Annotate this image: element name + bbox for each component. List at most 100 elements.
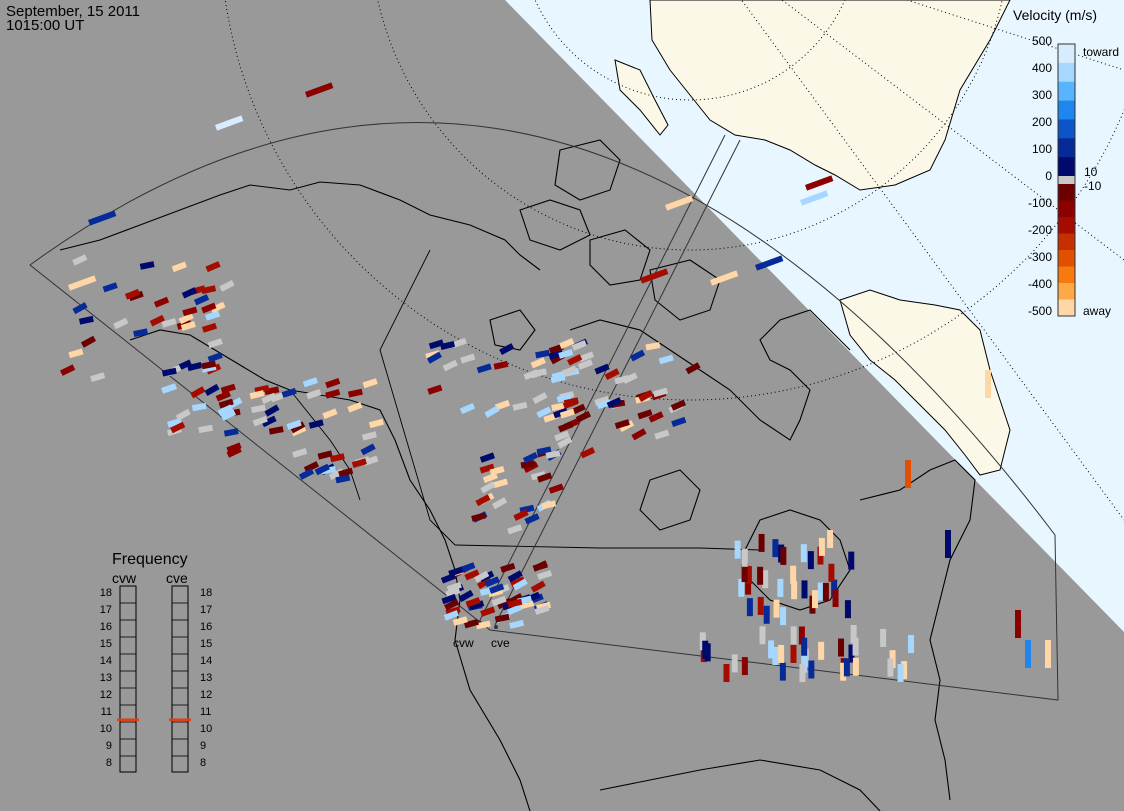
velocity-tick-label: -200 bbox=[1028, 223, 1052, 237]
velocity-cell bbox=[530, 357, 546, 369]
velocity-cell bbox=[757, 566, 764, 585]
velocity-cell bbox=[133, 328, 149, 338]
frequency-tick-left: 11 bbox=[101, 706, 112, 718]
velocity-cell bbox=[193, 294, 210, 306]
velocity-cell bbox=[665, 195, 694, 211]
velocity-cell bbox=[757, 596, 764, 615]
colorbar-toward-segment bbox=[1058, 44, 1075, 64]
velocity-cell bbox=[308, 419, 324, 429]
velocity-cell bbox=[494, 399, 511, 411]
velocity-cell bbox=[551, 402, 567, 411]
frequency-tick-right: 17 bbox=[200, 604, 212, 616]
colorbar-toward-segment bbox=[1058, 119, 1075, 139]
velocity-cell bbox=[537, 472, 553, 483]
colorbar-away-segment bbox=[1058, 233, 1075, 251]
velocity-cell bbox=[286, 419, 302, 430]
velocity-cell bbox=[762, 570, 769, 589]
velocity-cell bbox=[629, 349, 646, 362]
velocity-cell bbox=[731, 654, 738, 673]
time-label: 1015:00 UT bbox=[6, 17, 85, 34]
velocity-cell bbox=[843, 658, 850, 677]
velocity-legend-title: Velocity (m/s) bbox=[1013, 7, 1097, 23]
velocity-cell bbox=[198, 424, 214, 434]
velocity-cell bbox=[645, 342, 661, 351]
velocity-cell bbox=[347, 388, 363, 398]
velocity-cell bbox=[817, 582, 824, 601]
velocity-cell bbox=[281, 387, 297, 398]
velocity-cell bbox=[161, 383, 177, 394]
velocity-tick-label: -300 bbox=[1028, 250, 1052, 264]
velocity-cell bbox=[201, 360, 217, 370]
velocity-cell bbox=[790, 626, 797, 645]
velocity-cell bbox=[204, 383, 220, 397]
velocity-cell bbox=[444, 598, 460, 611]
velocity-colorbar-frame bbox=[1057, 43, 1076, 317]
velocity-cell bbox=[670, 399, 687, 411]
velocity-cell bbox=[905, 460, 911, 488]
velocity-cell bbox=[507, 570, 523, 583]
velocity-cell bbox=[536, 406, 552, 419]
velocity-cell bbox=[606, 397, 622, 409]
velocity-cell bbox=[800, 190, 829, 206]
velocity-cell bbox=[780, 607, 787, 626]
beam-boundary-1 bbox=[479, 134, 726, 621]
velocity-cell bbox=[329, 453, 345, 463]
velocity-cell bbox=[799, 664, 806, 683]
velocity-cell bbox=[252, 415, 268, 427]
frequency-tick-left: 8 bbox=[106, 757, 112, 769]
velocity-cell bbox=[322, 408, 338, 420]
velocity-cell bbox=[1015, 610, 1021, 638]
velocity-cell bbox=[763, 605, 770, 624]
frequency-bars: 18 18 17 17 16 16 15 15 14 14 13 13 12 12 11 11 10 10 9 9 8 8 bbox=[100, 585, 212, 773]
velocity-cell bbox=[458, 589, 474, 603]
velocity-cell bbox=[201, 322, 218, 333]
frequency-radar-cve: cve bbox=[166, 570, 188, 586]
velocity-cell bbox=[780, 546, 787, 565]
velocity-cell bbox=[594, 363, 610, 375]
velocity-cell bbox=[474, 570, 490, 583]
velocity-cell bbox=[563, 397, 579, 407]
velocity-cell bbox=[506, 604, 523, 616]
velocity-cell bbox=[745, 576, 752, 595]
velocity-cell bbox=[210, 301, 226, 314]
velocity-cell bbox=[325, 378, 341, 389]
frequency-tick-right: 14 bbox=[200, 655, 212, 667]
velocity-cell bbox=[557, 421, 574, 433]
field-of-view bbox=[29, 122, 1059, 701]
velocity-cell bbox=[575, 410, 592, 423]
velocity-cell bbox=[577, 359, 593, 370]
velocity-cell bbox=[463, 618, 479, 629]
velocity-cell bbox=[734, 540, 741, 559]
velocity-cell bbox=[808, 660, 815, 679]
velocity-cell bbox=[302, 377, 318, 388]
velocity-cell bbox=[440, 340, 456, 351]
velocity-cell bbox=[181, 287, 198, 299]
velocity-cell bbox=[217, 404, 233, 417]
threshold-neg-label: -10 bbox=[1084, 179, 1102, 193]
velocity-cell bbox=[831, 579, 838, 598]
velocity-cell bbox=[631, 428, 647, 441]
velocity-cell bbox=[741, 548, 748, 567]
velocity-cell bbox=[790, 565, 797, 584]
velocity-cell bbox=[520, 460, 536, 469]
velocity-cell bbox=[220, 383, 236, 394]
velocity-cell bbox=[548, 343, 564, 355]
velocity-cell bbox=[702, 640, 709, 659]
colorbar-toward-segment bbox=[1058, 62, 1075, 83]
velocity-cell bbox=[578, 351, 595, 363]
frequency-tick-right: 9 bbox=[200, 740, 206, 752]
velocity-cell bbox=[513, 509, 529, 521]
velocity-cell bbox=[637, 409, 653, 420]
velocity-cell bbox=[822, 582, 829, 601]
velocity-cell bbox=[827, 530, 834, 549]
velocity-cell bbox=[489, 466, 505, 476]
velocity-cell bbox=[901, 661, 908, 680]
velocity-cell bbox=[745, 566, 752, 585]
velocity-cell bbox=[556, 393, 572, 403]
velocity-cell bbox=[175, 408, 191, 421]
velocity-cell bbox=[844, 600, 851, 619]
velocity-cell bbox=[741, 564, 748, 583]
velocity-cell bbox=[496, 597, 512, 610]
velocity-cell bbox=[261, 392, 277, 405]
velocity-cell bbox=[654, 429, 670, 440]
